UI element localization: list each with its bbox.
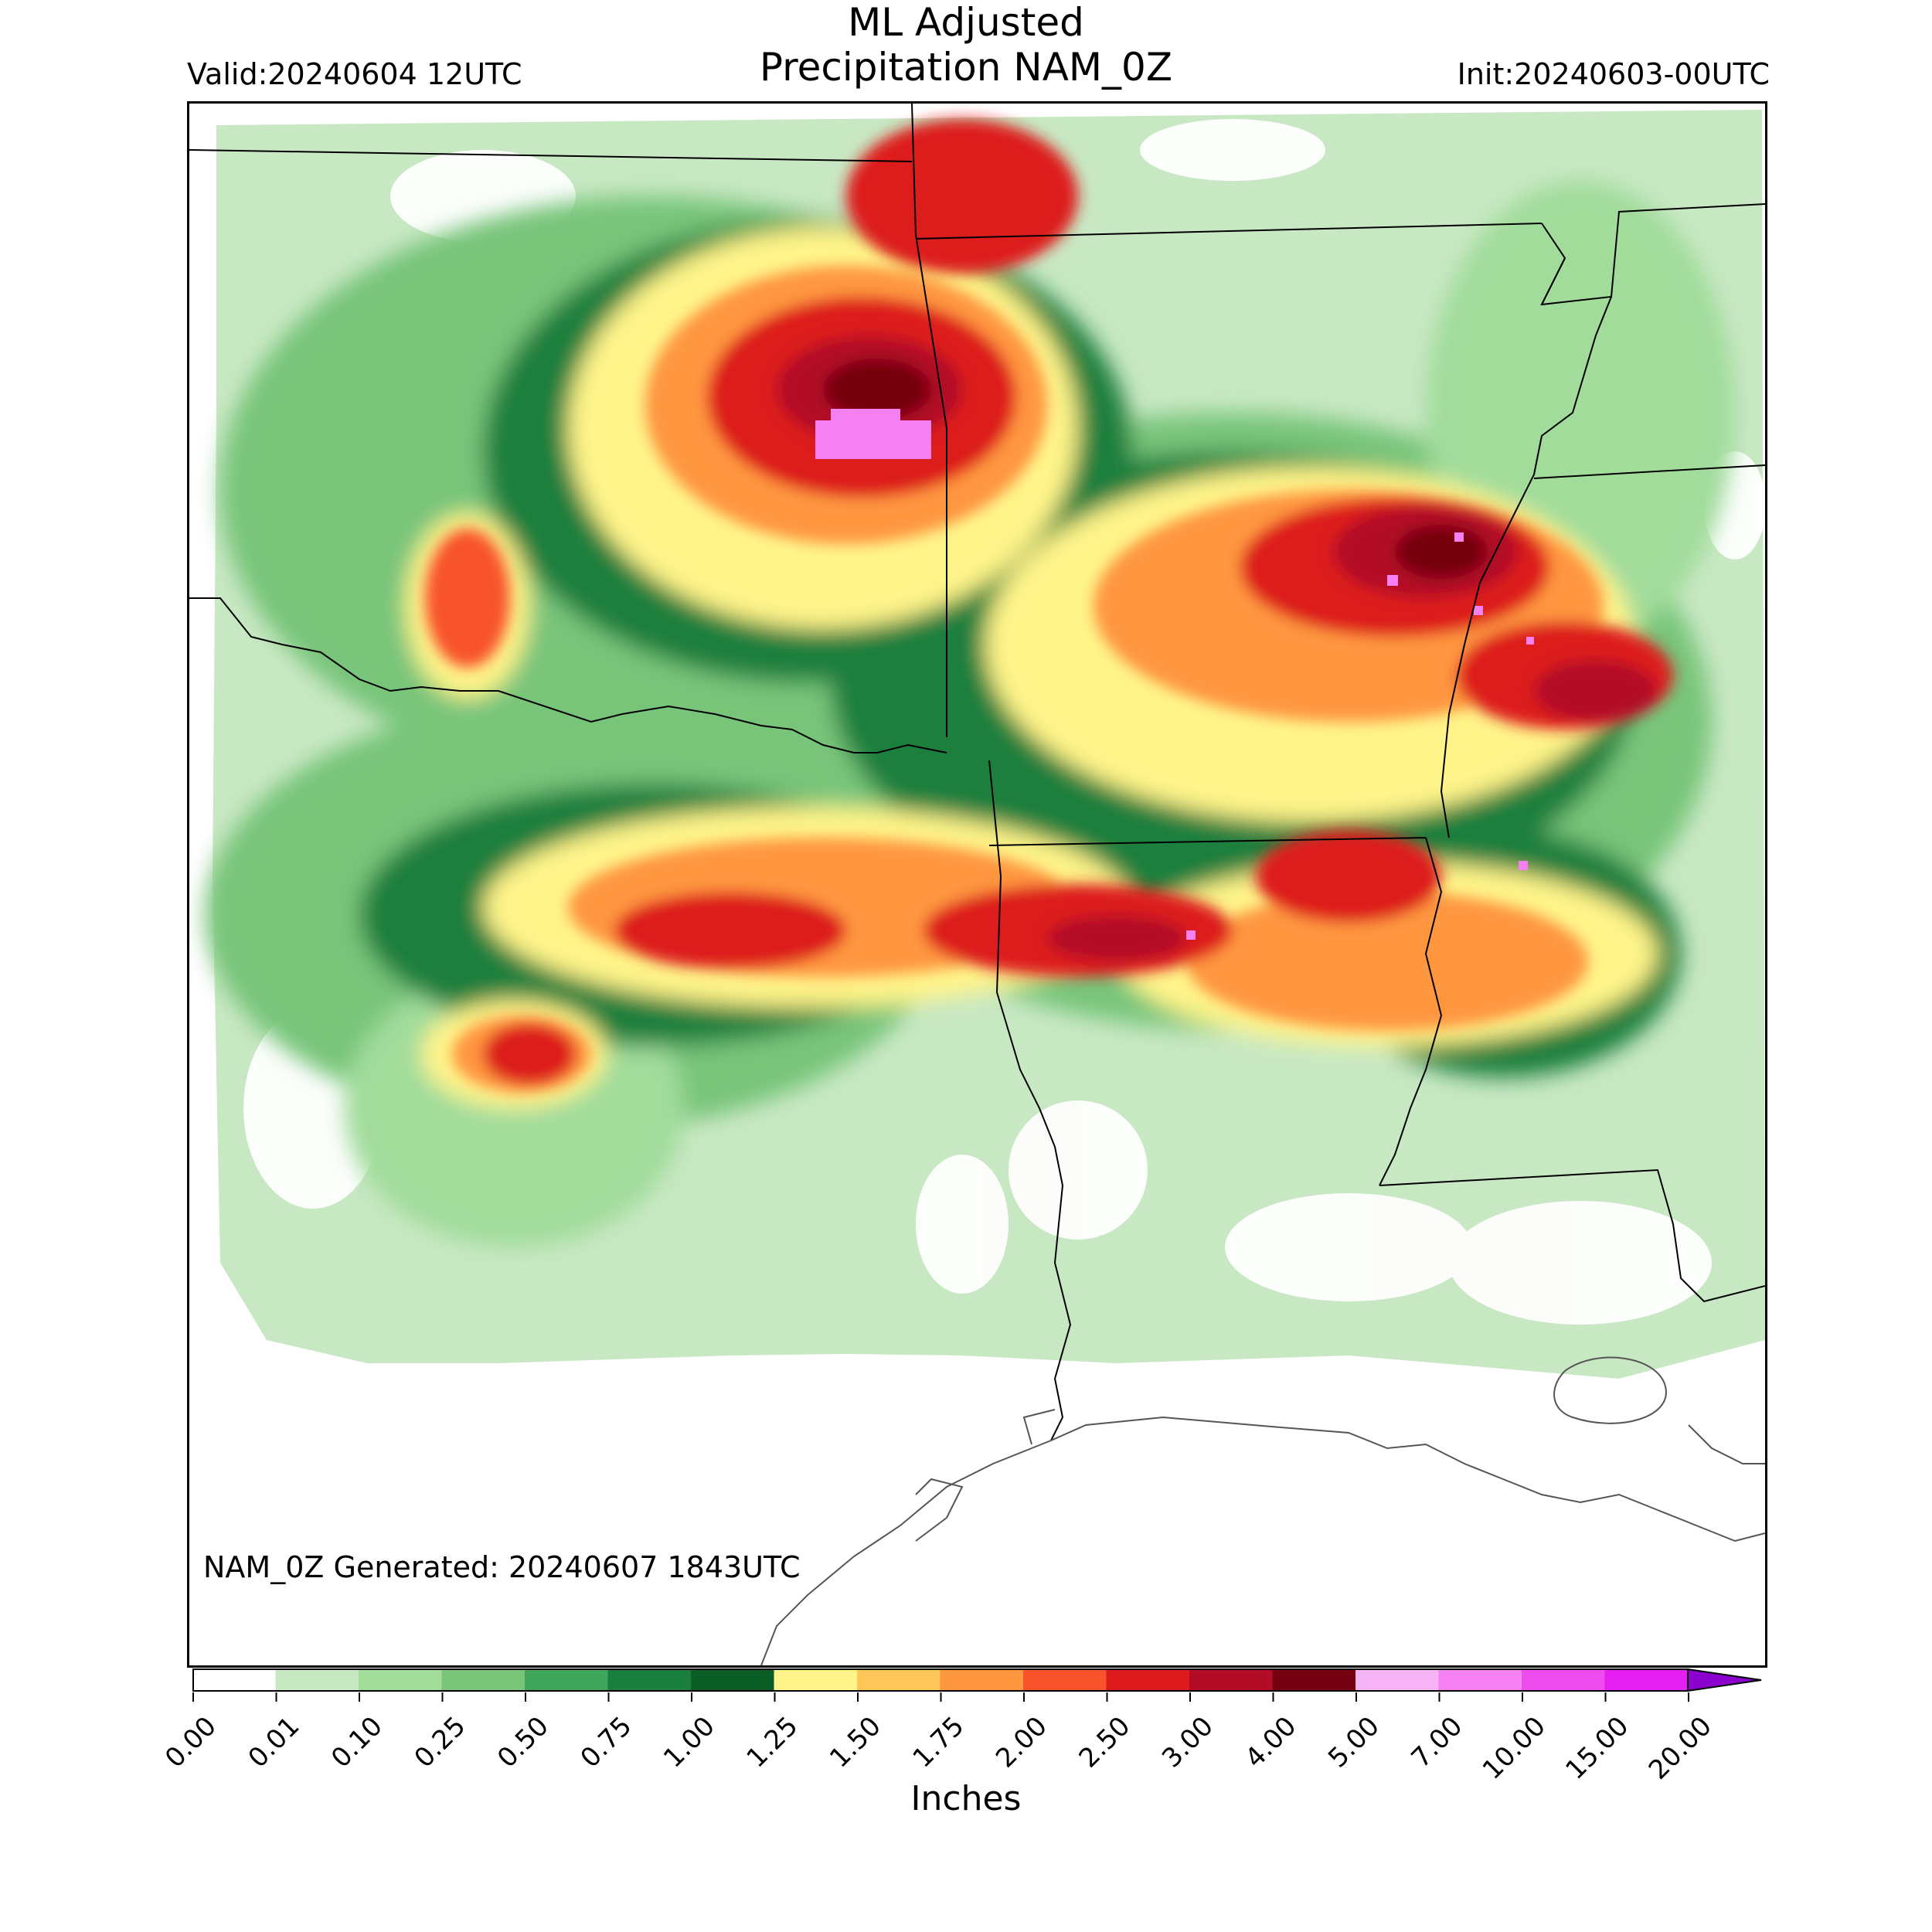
colorbar-tick-label: 2.50 bbox=[1073, 1711, 1137, 1774]
colorbar-segment bbox=[940, 1669, 1024, 1691]
colorbar-segment bbox=[441, 1669, 526, 1691]
colorbar-segment bbox=[192, 1669, 276, 1691]
colorbar-segment bbox=[1272, 1669, 1356, 1691]
colorbar-unit-label: Inches bbox=[910, 1779, 1022, 1818]
colorbar-segment bbox=[1023, 1669, 1107, 1691]
colorbar-tick-label: 4.00 bbox=[1240, 1711, 1303, 1774]
precipitation-colorbar bbox=[192, 1668, 1762, 1692]
colorbar-segment bbox=[275, 1669, 359, 1691]
colorbar-segment bbox=[1106, 1669, 1190, 1691]
colorbar-tick-label: 2.00 bbox=[990, 1711, 1053, 1774]
valid-time-label: Valid:20240604 12UTC bbox=[187, 57, 522, 91]
colorbar-segment bbox=[1604, 1669, 1689, 1691]
colorbar-tick-label: 0.25 bbox=[409, 1711, 472, 1774]
colorbar-tick-label: 7.00 bbox=[1406, 1711, 1469, 1774]
colorbar-segment bbox=[525, 1669, 608, 1691]
colorbar-segment bbox=[1189, 1669, 1273, 1691]
colorbar-segment bbox=[1355, 1669, 1439, 1691]
colorbar-tick-label: 15.00 bbox=[1560, 1711, 1634, 1786]
colorbar-segment bbox=[691, 1669, 774, 1691]
colorbar-tick-label: 0.75 bbox=[575, 1711, 638, 1774]
colorbar-tick-label: 1.25 bbox=[741, 1711, 804, 1774]
colorbar-tick-label: 0.10 bbox=[325, 1711, 389, 1774]
map-title-line1: ML Adjusted bbox=[848, 0, 1084, 45]
colorbar-tick-label: 20.00 bbox=[1643, 1711, 1718, 1786]
precipitation-field bbox=[189, 104, 1765, 1665]
colorbar-tick-label: 0.50 bbox=[492, 1711, 555, 1774]
colorbar-tick-label: 10.00 bbox=[1477, 1711, 1552, 1786]
state-boundaries bbox=[189, 104, 1765, 1441]
generated-timestamp: NAM_0Z Generated: 20240607 1843UTC bbox=[203, 1550, 801, 1584]
coastline bbox=[760, 1356, 1765, 1665]
colorbar-tick-label: 0.01 bbox=[243, 1711, 306, 1774]
colorbar-tick-labels: 0.00 0.01 0.10 0.25 0.50 0.75 1.00 1.25 1.50 1.75… bbox=[159, 1692, 1718, 1786]
colorbar-segment bbox=[1438, 1669, 1522, 1691]
colorbar-tick-label: 3.00 bbox=[1156, 1711, 1219, 1774]
heavy-precip-core bbox=[815, 409, 1534, 940]
colorbar-tick-label: 1.00 bbox=[658, 1711, 721, 1774]
colorbar-segment bbox=[774, 1669, 858, 1691]
colorbar-segment bbox=[607, 1669, 692, 1691]
colorbar-outline bbox=[192, 1668, 1689, 1692]
init-time-label: Init:20240603-00UTC bbox=[1457, 57, 1770, 91]
map-title-line2: Precipitation NAM_0Z bbox=[759, 45, 1173, 90]
colorbar-tick-label: 1.50 bbox=[824, 1711, 887, 1774]
colorbar-segment bbox=[359, 1669, 442, 1691]
colorbar-tick-label: 0.00 bbox=[159, 1711, 223, 1774]
colorbar-extend-arrow bbox=[1687, 1668, 1762, 1692]
precipitation-map bbox=[187, 101, 1767, 1668]
colorbar-segment bbox=[1522, 1669, 1605, 1691]
colorbar-tick-label: 1.75 bbox=[907, 1711, 971, 1774]
colorbar-tick-label: 5.00 bbox=[1322, 1711, 1386, 1774]
colorbar-segment bbox=[857, 1669, 940, 1691]
map-title: ML Adjusted Precipitation NAM_0Z bbox=[0, 0, 1932, 90]
